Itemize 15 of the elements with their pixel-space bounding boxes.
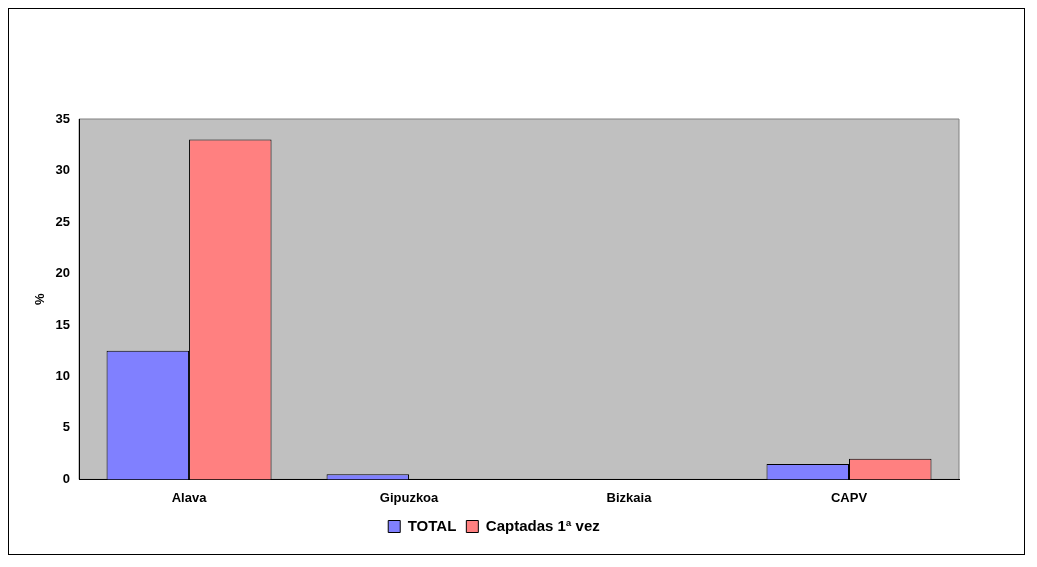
x-tick-label: Bizkaia bbox=[606, 489, 653, 505]
legend-label: TOTAL bbox=[407, 516, 457, 534]
y-tick-label: 0 bbox=[62, 470, 71, 486]
y-tick-label: 15 bbox=[55, 316, 71, 332]
y-tick-label: 20 bbox=[55, 265, 71, 281]
y-tick-label: 5 bbox=[62, 419, 71, 435]
y-tick-label: 30 bbox=[55, 162, 71, 178]
y-tick-label: 35 bbox=[55, 110, 71, 126]
y-axis-title: % bbox=[32, 292, 48, 305]
legend-label: Captadas 1ª vez bbox=[485, 516, 600, 534]
y-tick-label: 10 bbox=[55, 368, 71, 384]
y-tick-label: 25 bbox=[55, 213, 71, 229]
x-tick-label: CAPV bbox=[830, 489, 868, 505]
x-tick-label: Alava bbox=[171, 489, 208, 505]
x-tick-label: Gipuzkoa bbox=[379, 489, 440, 505]
